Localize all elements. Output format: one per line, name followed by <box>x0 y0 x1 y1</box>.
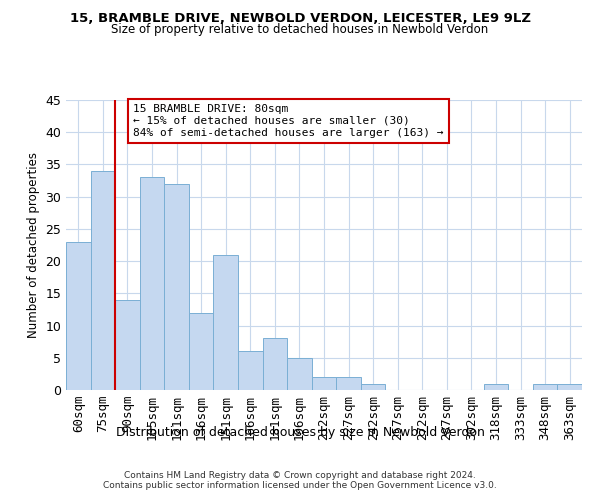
Bar <box>263 338 287 390</box>
Y-axis label: Number of detached properties: Number of detached properties <box>27 152 40 338</box>
Bar <box>533 384 557 390</box>
Bar <box>140 178 164 390</box>
Bar <box>214 254 238 390</box>
Text: Distribution of detached houses by size in Newbold Verdon: Distribution of detached houses by size … <box>116 426 484 439</box>
Bar <box>557 384 582 390</box>
Text: Size of property relative to detached houses in Newbold Verdon: Size of property relative to detached ho… <box>112 22 488 36</box>
Bar <box>484 384 508 390</box>
Bar <box>164 184 189 390</box>
Text: Contains HM Land Registry data © Crown copyright and database right 2024.: Contains HM Land Registry data © Crown c… <box>124 472 476 480</box>
Bar <box>238 352 263 390</box>
Text: Contains public sector information licensed under the Open Government Licence v3: Contains public sector information licen… <box>103 482 497 490</box>
Bar <box>66 242 91 390</box>
Bar <box>287 358 312 390</box>
Bar <box>312 377 336 390</box>
Bar <box>115 300 140 390</box>
Bar <box>336 377 361 390</box>
Bar <box>361 384 385 390</box>
Text: 15, BRAMBLE DRIVE, NEWBOLD VERDON, LEICESTER, LE9 9LZ: 15, BRAMBLE DRIVE, NEWBOLD VERDON, LEICE… <box>70 12 530 26</box>
Bar <box>189 312 214 390</box>
Bar <box>91 171 115 390</box>
Text: 15 BRAMBLE DRIVE: 80sqm
← 15% of detached houses are smaller (30)
84% of semi-de: 15 BRAMBLE DRIVE: 80sqm ← 15% of detache… <box>133 104 443 138</box>
